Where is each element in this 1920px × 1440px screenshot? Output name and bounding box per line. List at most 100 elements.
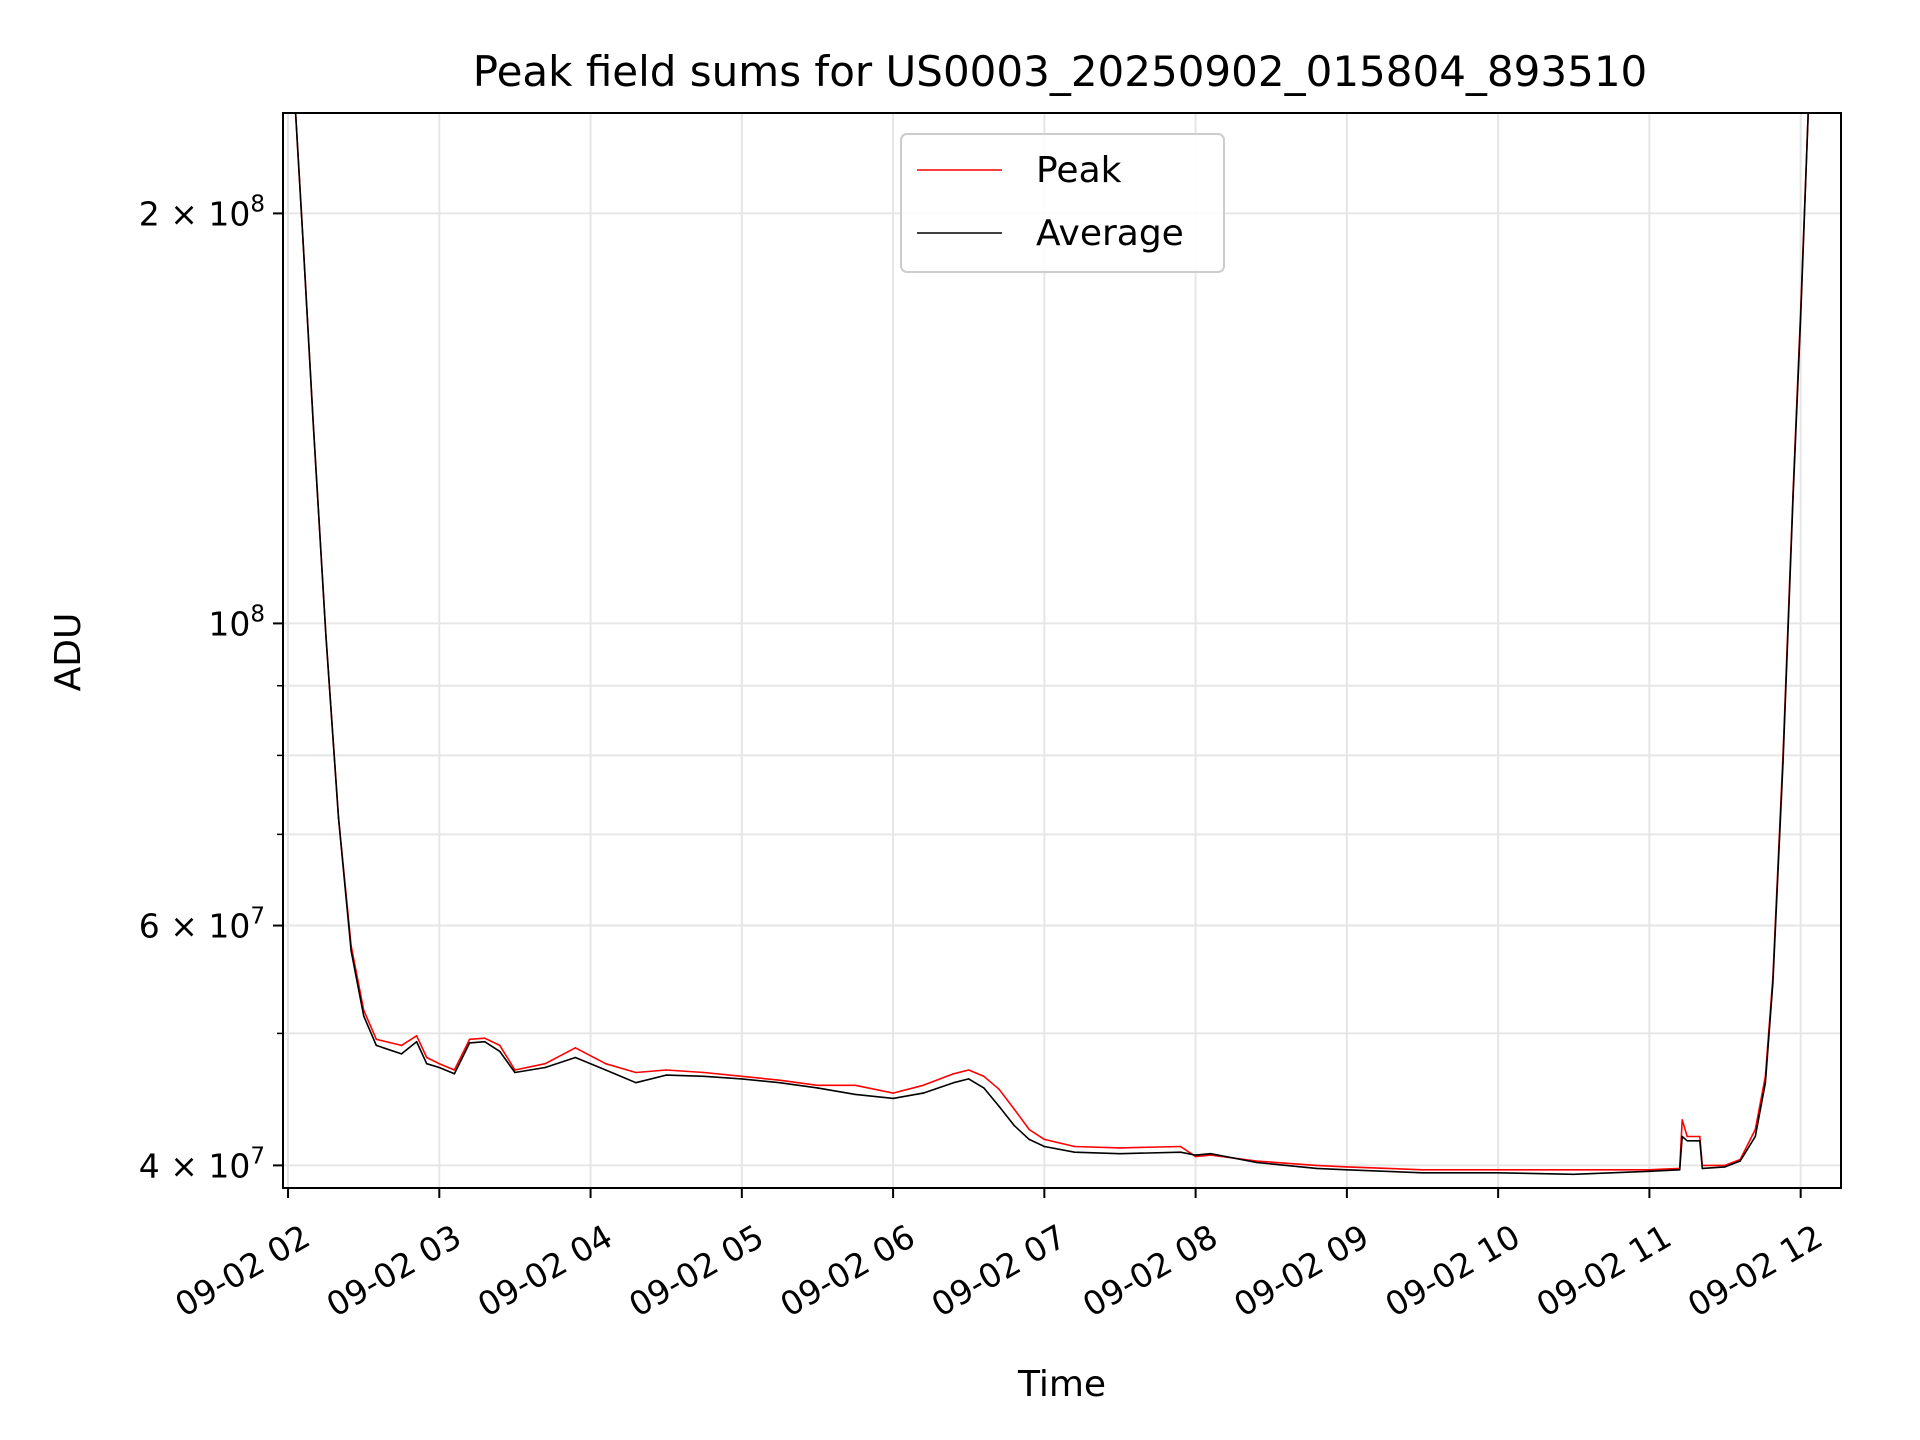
data-point-peak (1194, 1155, 1197, 1158)
legend-label-peak: Peak (1036, 150, 1122, 191)
data-point-peak (854, 1084, 857, 1087)
data-point-peak (983, 1075, 985, 1078)
data-point-peak (1754, 1128, 1757, 1131)
data-point-peak (1209, 1154, 1212, 1156)
data-point-average (983, 1087, 985, 1089)
data-point-average (1073, 1151, 1076, 1153)
data-point-average (1739, 1160, 1741, 1162)
data-point-average (1043, 1145, 1046, 1148)
data-point-average (1701, 1167, 1704, 1170)
data-point-average (1648, 1170, 1651, 1173)
y-axis-label: ADU (48, 613, 89, 692)
data-point-peak (1681, 1119, 1683, 1121)
data-point-average (337, 816, 340, 819)
data-point-peak (922, 1084, 925, 1087)
data-point-average (1724, 1166, 1726, 1168)
data-point-average (514, 1071, 516, 1074)
data-point-average (1799, 315, 1802, 318)
axis-ticks: 09-02 02 09-02 03 09-02 04 09-02 05 09-02 06… (139, 191, 1829, 1324)
data-point-average (350, 949, 352, 952)
data-point-average (816, 1087, 819, 1089)
data-point-average (778, 1081, 781, 1084)
data-point-average (1699, 1140, 1701, 1142)
data-point-peak (1724, 1164, 1726, 1167)
data-point-average (438, 1066, 441, 1069)
data-point-peak (952, 1073, 955, 1075)
data-point-average (1194, 1154, 1197, 1156)
series-line-average (294, 113, 1809, 1176)
data-point-average (1678, 1169, 1681, 1171)
data-point-peak (816, 1084, 819, 1087)
data-point-peak (415, 1035, 418, 1037)
data-point-average (1028, 1138, 1030, 1141)
data-point-peak (1255, 1160, 1257, 1162)
data-point-average (312, 423, 315, 426)
data-point-peak (1699, 1135, 1701, 1138)
data-point-peak (1315, 1164, 1318, 1167)
data-point-peak (1346, 1166, 1348, 1168)
data-point-average (1315, 1167, 1318, 1170)
data-point-average (952, 1081, 955, 1084)
data-point-average (665, 1074, 667, 1076)
data-point-peak (574, 1047, 577, 1049)
legend-box (900, 133, 1225, 273)
legend: Peak Average (900, 133, 1225, 273)
data-point-average (1754, 1135, 1757, 1138)
x-tick-label: 09-02 08 (1076, 1217, 1224, 1325)
data-point-average (967, 1078, 970, 1080)
x-tick-label: 09-02 12 (1681, 1217, 1829, 1325)
data-point-average (400, 1053, 403, 1055)
data-point-average (1421, 1172, 1424, 1174)
data-point-average (1686, 1140, 1688, 1142)
data-point-average (1764, 1081, 1767, 1084)
legend-label-average: Average (1036, 213, 1184, 254)
data-point-average (375, 1044, 378, 1047)
data-point-peak (1421, 1169, 1424, 1171)
data-point-average (1782, 762, 1784, 764)
data-point-average (453, 1073, 456, 1075)
data-point-peak (400, 1044, 403, 1047)
data-point-peak (544, 1062, 546, 1065)
data-point-average (741, 1078, 743, 1080)
data-point-average (425, 1062, 428, 1065)
data-point-peak (635, 1071, 637, 1074)
data-point-average (302, 242, 305, 245)
chart-title: Peak field sums for US0003_20250902_0158… (473, 47, 1648, 96)
data-point-peak (1043, 1138, 1046, 1141)
x-tick-label: 09-02 05 (622, 1217, 770, 1325)
data-point-average (703, 1075, 705, 1078)
data-point-average (1209, 1152, 1212, 1155)
grid (283, 113, 1841, 1188)
data-point-average (483, 1040, 486, 1043)
data-point-peak (998, 1088, 1000, 1090)
x-tick-label: 09-02 07 (925, 1217, 1073, 1325)
data-point-peak (1648, 1169, 1651, 1171)
data-point-average (544, 1066, 546, 1069)
data-point-peak (1179, 1145, 1182, 1148)
x-axis-label: Time (1017, 1364, 1106, 1405)
data-point-average (415, 1040, 418, 1043)
data-point-peak (453, 1069, 456, 1071)
series-group (294, 113, 1809, 1176)
data-point-average (1013, 1124, 1015, 1127)
data-point-peak (1686, 1135, 1688, 1138)
x-tick-label: 09-02 04 (471, 1217, 619, 1325)
data-point-average (468, 1042, 471, 1044)
x-tick-label: 09-02 10 (1379, 1217, 1527, 1325)
data-point-peak (468, 1038, 471, 1041)
plot-frame (282, 112, 1842, 1189)
data-point-average (1792, 495, 1794, 498)
x-tick-label: 09-02 02 (168, 1217, 316, 1325)
data-point-average (635, 1081, 637, 1084)
data-point-peak (483, 1037, 486, 1039)
data-point-average (1255, 1161, 1257, 1164)
data-point-average (1119, 1152, 1121, 1155)
y-tick-label: 4 × 107 (139, 1143, 265, 1185)
data-point-average (1179, 1151, 1182, 1153)
data-point-peak (604, 1062, 607, 1065)
data-point-peak (892, 1092, 894, 1094)
data-point-peak (1013, 1108, 1015, 1110)
data-point-peak (375, 1038, 378, 1041)
data-point-peak (425, 1056, 428, 1059)
